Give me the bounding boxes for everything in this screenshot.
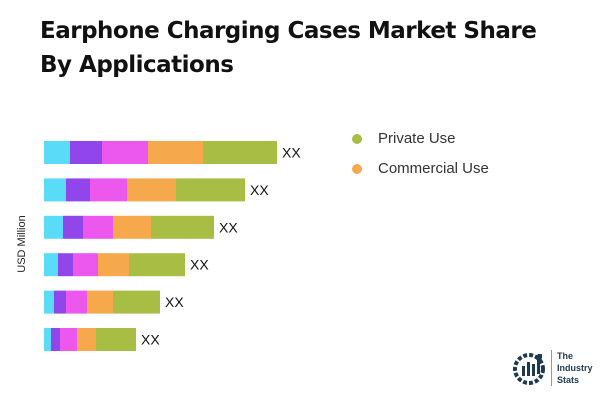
logo-text: Industry — [557, 363, 593, 373]
bar-segment — [58, 253, 73, 277]
data-label: XX — [141, 332, 160, 348]
data-label: XX — [190, 257, 209, 273]
bar-segment — [98, 253, 129, 277]
bar-6 — [44, 328, 136, 351]
bar-segment — [66, 290, 87, 314]
bar-2 — [44, 178, 245, 202]
bar-segment — [87, 290, 113, 314]
bar-segment — [151, 215, 214, 239]
bar-segment — [83, 215, 113, 239]
legend-label: Private Use — [378, 130, 456, 147]
bar-segment — [44, 215, 63, 239]
bar-segment — [102, 141, 148, 164]
legend-label: Commercial Use — [378, 160, 489, 177]
bar-segment — [44, 328, 51, 351]
legend-item-commercial-use: Commercial Use — [352, 160, 489, 177]
bar-segment — [60, 328, 77, 351]
bar-segment — [129, 253, 185, 277]
bar-segment — [113, 290, 160, 314]
bar-segment — [44, 178, 66, 202]
logo-text: The — [557, 351, 574, 361]
legend-swatch — [352, 133, 362, 144]
bar-segment — [113, 215, 151, 239]
bar-segment — [66, 178, 90, 202]
bar-segment — [203, 141, 277, 164]
data-label: XX — [219, 219, 238, 235]
bar-segment — [70, 141, 102, 164]
bar-segment — [54, 290, 66, 314]
bar-segment — [44, 290, 54, 314]
logo-text: Stats — [557, 375, 580, 385]
bar-segment — [51, 328, 60, 351]
bar-5 — [44, 290, 160, 314]
bar-segment — [96, 328, 136, 351]
bar-segment — [176, 178, 245, 202]
bar-3 — [44, 215, 214, 239]
bar-segment — [77, 328, 96, 351]
data-label: XX — [165, 294, 184, 310]
legend-swatch — [352, 163, 362, 174]
bar-segment — [44, 141, 70, 164]
bar-4 — [44, 253, 185, 277]
data-label: XX — [282, 145, 301, 161]
legend-item-private-use: Private Use — [352, 130, 456, 147]
bar-1 — [44, 141, 277, 164]
bar-segment — [127, 178, 176, 202]
chart-title: Earphone Charging Cases Market Share By … — [40, 18, 537, 78]
bar-segment — [73, 253, 98, 277]
bar-segment — [63, 215, 83, 239]
logo: The Industry Stats — [512, 350, 593, 386]
gear-wrench-logo-icon — [513, 353, 545, 385]
bar-segment — [44, 253, 58, 277]
data-label: XX — [250, 182, 269, 198]
bar-segment — [148, 141, 203, 164]
bar-segment — [90, 178, 127, 202]
